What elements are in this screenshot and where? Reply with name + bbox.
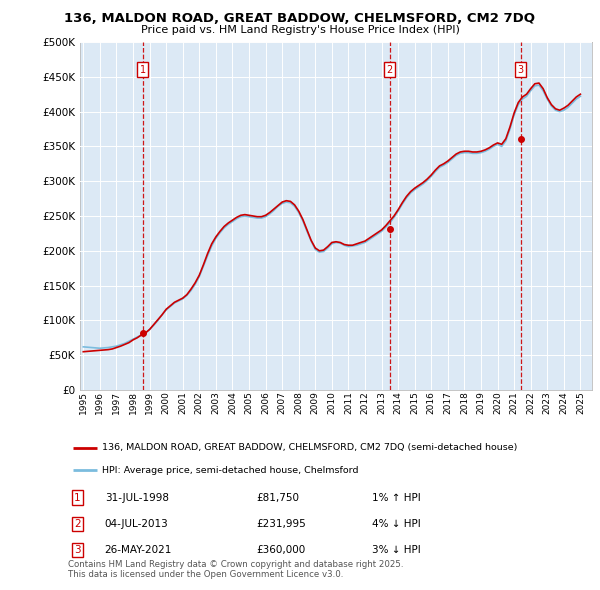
Text: 2: 2 (387, 65, 393, 75)
Text: 31-JUL-1998: 31-JUL-1998 (104, 493, 169, 503)
Text: £231,995: £231,995 (257, 519, 307, 529)
Text: 1: 1 (140, 65, 146, 75)
Text: 3% ↓ HPI: 3% ↓ HPI (372, 545, 421, 555)
Text: 136, MALDON ROAD, GREAT BADDOW, CHELMSFORD, CM2 7DQ (semi-detached house): 136, MALDON ROAD, GREAT BADDOW, CHELMSFO… (102, 443, 517, 452)
Text: £360,000: £360,000 (257, 545, 306, 555)
Text: HPI: Average price, semi-detached house, Chelmsford: HPI: Average price, semi-detached house,… (102, 466, 359, 474)
Text: Contains HM Land Registry data © Crown copyright and database right 2025.
This d: Contains HM Land Registry data © Crown c… (68, 560, 404, 579)
Text: 1: 1 (74, 493, 81, 503)
Text: £81,750: £81,750 (257, 493, 299, 503)
Text: 3: 3 (74, 545, 81, 555)
Text: 3: 3 (518, 65, 524, 75)
Text: Price paid vs. HM Land Registry's House Price Index (HPI): Price paid vs. HM Land Registry's House … (140, 25, 460, 35)
Text: 04-JUL-2013: 04-JUL-2013 (104, 519, 169, 529)
Text: 136, MALDON ROAD, GREAT BADDOW, CHELMSFORD, CM2 7DQ: 136, MALDON ROAD, GREAT BADDOW, CHELMSFO… (65, 12, 536, 25)
Text: 26-MAY-2021: 26-MAY-2021 (104, 545, 172, 555)
Text: 1% ↑ HPI: 1% ↑ HPI (372, 493, 421, 503)
Text: 2: 2 (74, 519, 81, 529)
Text: 4% ↓ HPI: 4% ↓ HPI (372, 519, 421, 529)
